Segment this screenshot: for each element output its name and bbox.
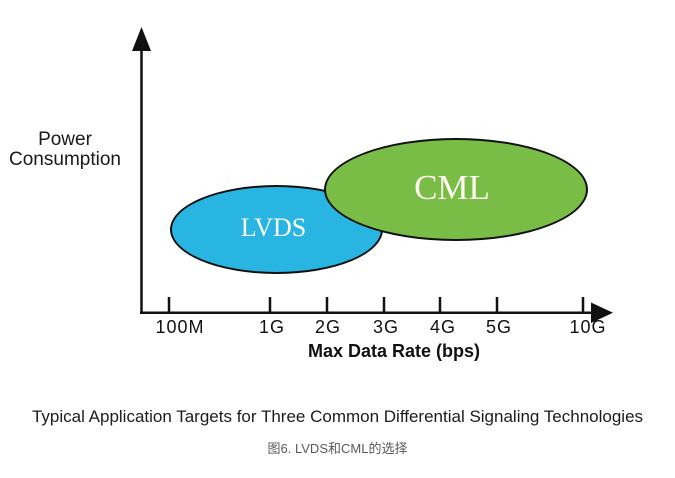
figure-caption-zh: 图6. LVDS和CML的选择	[267, 441, 408, 456]
x-tick-label-1g: 1G	[258, 317, 286, 337]
region-lvds-label: LVDS	[240, 212, 307, 242]
x-tick-label-4g: 4G	[429, 317, 457, 337]
x-tick-label-2g: 2G	[314, 317, 342, 337]
x-axis-label: Max Data Rate (bps)	[307, 341, 481, 361]
x-tick-label-3g: 3G	[372, 317, 400, 337]
x-tick-label-100m: 100M	[155, 317, 205, 337]
x-tick-label-5g: 5G	[485, 317, 513, 337]
y-axis-label: Power Consumption	[9, 129, 121, 170]
x-axis-ticks	[167, 297, 585, 312]
x-tick-label-10g: 10G	[569, 317, 607, 337]
region-cml: CML	[324, 138, 588, 241]
x-axis-arrow-icon	[591, 302, 613, 323]
y-axis-arrow-icon	[132, 27, 151, 51]
region-cml-label: CML	[414, 168, 490, 207]
figure-caption: Typical Application Targets for Three Co…	[31, 407, 644, 426]
